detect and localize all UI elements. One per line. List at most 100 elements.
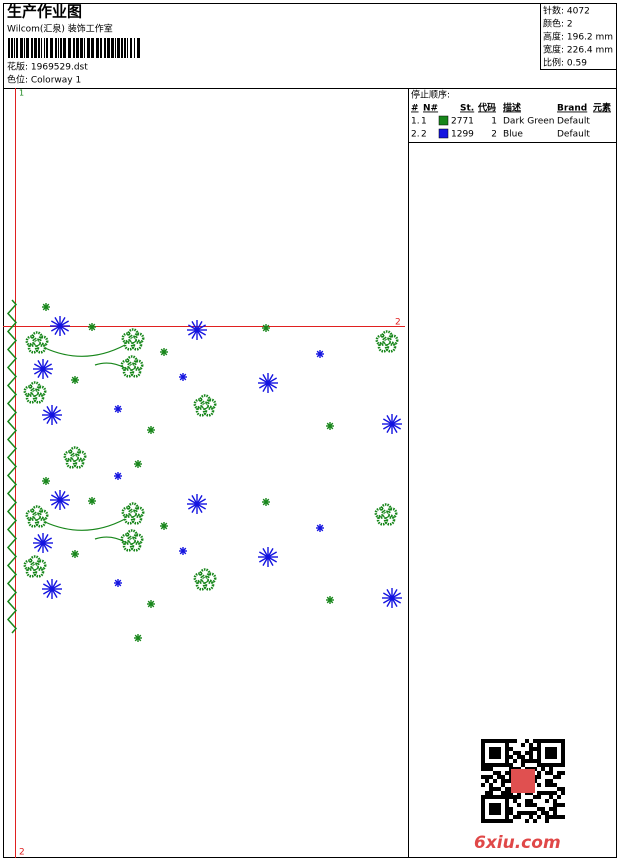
petal [204,572,217,584]
qr-cell [505,795,509,799]
qr-cell [545,811,549,815]
qr-cell [553,755,557,759]
qr-cell [505,811,509,815]
stitch-ray [187,329,198,336]
stitch-ray [33,368,44,375]
petal [199,394,211,406]
qr-cell [481,755,485,759]
stitch-ray [117,579,122,584]
stitch-ray [265,324,270,329]
qr-cell [529,751,533,755]
qr-cell [489,767,493,771]
qr-cell [549,795,553,799]
stitch-ray [54,316,61,327]
qr-cell [493,755,497,759]
petal [377,341,390,353]
qr-cell [509,819,513,823]
stitch-ray [267,556,274,567]
petal [36,509,49,521]
bar [24,38,25,58]
qr-cell [489,763,493,767]
qr-cell [529,747,533,751]
flower-center [33,565,37,569]
qr-cell [521,763,525,767]
stitch-ray [51,414,58,425]
qr-cell [557,787,561,791]
qr-cell [501,739,505,743]
qr-cell [537,815,541,819]
qr-cell [493,787,497,791]
petal [120,533,133,545]
qr-cell [493,819,497,823]
stitch-ray [191,329,198,340]
bar [111,38,114,58]
qr-cell [501,819,505,823]
qr-cell [485,791,489,795]
stitch-ray [42,542,49,553]
qr-cell [501,783,505,787]
qr-cell [533,759,537,763]
bar [137,38,140,58]
cell: 1. [411,117,420,127]
stitch-ray [382,418,393,425]
stitch-ray [262,373,269,384]
qr-cell [521,759,525,763]
stitch-ray [42,414,53,421]
qr-cell [545,819,549,823]
qr-cell [529,799,533,803]
qr-cell [497,763,501,767]
flower-center [130,365,134,369]
stitch-ray [382,423,393,430]
petal [195,579,208,591]
qr-cell [545,739,549,743]
stitch-ray [50,494,61,501]
qr-cell [509,811,513,815]
qr-cell [549,747,553,751]
petal [34,559,47,571]
stitch-ray [59,490,66,501]
petal [126,355,138,367]
column-header: St. [460,104,474,114]
qr-cell [489,775,493,779]
qr-cell [509,755,513,759]
stitch-ray [45,303,50,308]
qr-cell [561,755,565,759]
qr-cell [481,743,485,747]
qr-cell [489,739,493,743]
qr-cell [509,739,513,743]
qr-cell [485,779,489,783]
qr-cell [493,771,497,775]
bar [127,38,128,58]
qr-cell [481,751,485,755]
qr-cell [553,783,557,787]
stitch-ray [42,583,53,590]
stitch-ray [267,551,278,558]
page-border [3,3,617,858]
stitch-ray [258,382,269,389]
stitch-ray [163,348,168,353]
stitch-ray [117,405,122,410]
info-line: 宽度: 226.4 mm [543,44,613,56]
petal [25,392,38,404]
stitch-ray [46,579,53,590]
bar [8,38,10,58]
qr-cell [537,795,541,799]
petal [383,514,396,526]
qr-cell [521,755,525,759]
qr-cell [505,807,509,811]
bar [68,38,71,58]
qr-cell [549,807,553,811]
qr-cell [557,771,561,775]
petal [65,457,78,469]
qr-cell [505,743,509,747]
qr-cell [505,751,509,755]
flower-center [33,391,37,395]
info-line: 颜色: 2 [543,18,573,30]
petal [121,506,134,518]
qr-cell [553,751,557,755]
qr-cell [533,795,537,799]
qr-cell [505,803,509,807]
qr-cell [481,775,485,779]
stitch-ray [163,522,168,527]
